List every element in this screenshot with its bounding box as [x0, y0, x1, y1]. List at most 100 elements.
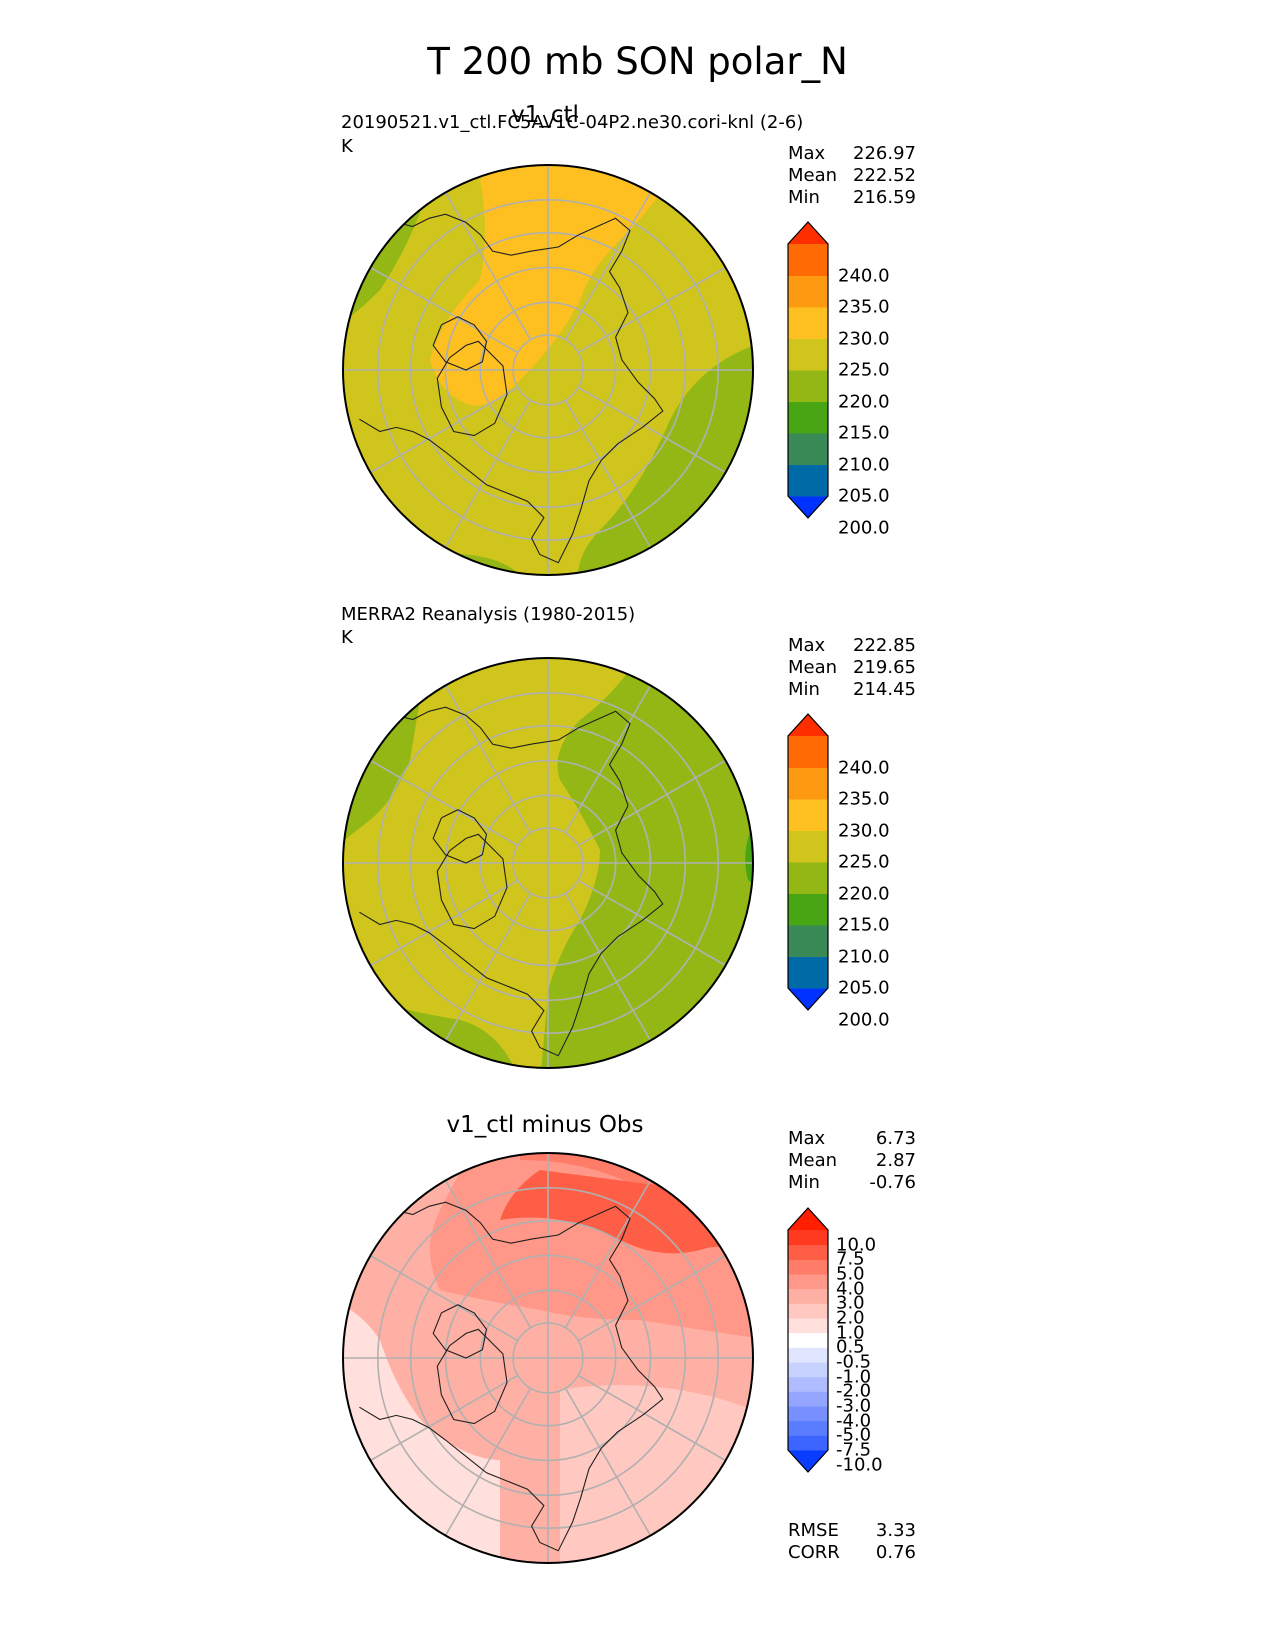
- colorbar-bin: [788, 338, 828, 371]
- colorbar-bin: [788, 401, 828, 434]
- map-fill-215-220: [540, 658, 753, 1068]
- colorbar-extend-low: [788, 496, 828, 518]
- panel3-colorbar: [787, 1207, 829, 1473]
- colorbar-bin: [788, 244, 828, 276]
- panel2-map: [343, 658, 753, 1068]
- map-boundary: [342, 1152, 754, 1564]
- colorbar-tick-label: 200.0: [838, 1009, 890, 1030]
- meridian-line: [564, 1387, 652, 1536]
- colorbar-bin: [788, 1420, 828, 1436]
- colorbar-bin: [788, 1347, 828, 1363]
- panel2-left-label: MERRA2 Reanalysis (1980-2015): [341, 604, 636, 625]
- colorbar-tick-label: 7.5: [836, 1248, 865, 1270]
- coastline-archipelago: [432, 809, 488, 864]
- colorbar-outline: [787, 221, 829, 519]
- colorbar-tick-label: -2.0: [836, 1380, 872, 1402]
- coastline: [359, 706, 664, 1057]
- colorbar-bin: [788, 1391, 828, 1407]
- colorbar-tick-label: 210.0: [838, 454, 890, 475]
- panel2-stats: Max 222.85 Mean 219.65 Min 214.45: [788, 635, 916, 700]
- panel2-units: K: [341, 627, 353, 648]
- panel1-title: v1_ctl: [511, 102, 579, 128]
- colorbar-bin: [788, 830, 828, 863]
- colorbar-bin: [788, 767, 828, 800]
- panel2-colorbar: [787, 713, 829, 1011]
- colorbar-tick-label: 220.0: [838, 391, 890, 412]
- colorbar-tick-label: 1.0: [836, 1322, 865, 1344]
- colorbar-extend-low: [788, 1450, 828, 1472]
- colorbar-tick-label: -1.0: [836, 1366, 872, 1388]
- colorbar-bin: [788, 1362, 828, 1378]
- panel3-metrics: RMSE 3.33 CORR 0.76: [788, 1520, 916, 1563]
- map-boundary: [342, 164, 754, 576]
- colorbar-bin: [788, 370, 828, 402]
- panel3-overlay: [342, 1152, 754, 1564]
- meridian-line: [370, 386, 519, 474]
- meridian-line: [577, 386, 726, 474]
- coastline: [359, 1201, 664, 1552]
- meridian-line: [564, 192, 652, 341]
- panel3-title: v1_ctl minus Obs: [446, 1112, 644, 1138]
- panel1-units: K: [341, 136, 353, 157]
- colorbar-extend-high: [788, 222, 828, 244]
- colorbar-bin: [788, 799, 828, 831]
- colorbar-tick-label: 205.0: [838, 977, 890, 999]
- colorbar-bin: [788, 433, 828, 465]
- colorbar-tick-label: 240.0: [838, 265, 890, 286]
- colorbar-tick-label: 210.0: [838, 946, 890, 967]
- meridian-line: [564, 399, 652, 548]
- meridian-line: [577, 1254, 726, 1342]
- meridian-line: [444, 192, 532, 341]
- colorbar-tick-label: 5.0: [836, 1263, 865, 1285]
- colorbar-tick-label: 205.0: [838, 485, 890, 507]
- meridian-line: [564, 892, 652, 1041]
- meridian-line: [444, 399, 532, 548]
- meridian-line: [577, 879, 726, 967]
- colorbar-tick-label: 235.0: [838, 296, 890, 318]
- panel3-map: [343, 1153, 753, 1563]
- meridian-line: [444, 1387, 532, 1536]
- colorbar-extend-high: [788, 1208, 828, 1230]
- colorbar-tick-label: 230.0: [838, 820, 890, 841]
- colorbar-bin: [788, 1230, 828, 1246]
- colorbar-outline: [787, 1207, 829, 1473]
- map-boundary: [342, 657, 754, 1069]
- colorbar-tick-label: 215.0: [838, 422, 890, 444]
- colorbar-bin: [788, 1303, 828, 1319]
- colorbar-tick-label: 230.0: [838, 328, 890, 349]
- panel1-colorbar: [787, 221, 829, 519]
- coastline: [359, 213, 664, 564]
- colorbar-tick-label: -3.0: [836, 1395, 872, 1417]
- colorbar-bin: [788, 1376, 828, 1392]
- meridian-line: [577, 759, 726, 847]
- colorbar-bin: [788, 1406, 828, 1422]
- colorbar-tick-label: -5.0: [836, 1424, 872, 1446]
- colorbar-tick-label: -10.0: [836, 1454, 883, 1476]
- colorbar-bin: [788, 1244, 828, 1260]
- colorbar-tick-label: -4.0: [836, 1410, 872, 1432]
- colorbar-bin: [788, 862, 828, 894]
- meridian-line: [370, 266, 519, 354]
- meridian-line: [444, 892, 532, 1041]
- colorbar-extend-high: [788, 714, 828, 736]
- colorbar-bin: [788, 1288, 828, 1304]
- colorbar-extend-low: [788, 988, 828, 1010]
- colorbar-tick-label: 0.5: [836, 1336, 865, 1358]
- meridian-line: [564, 1180, 652, 1329]
- colorbar-tick-label: 235.0: [838, 788, 890, 810]
- figure-title: T 200 mb SON polar_N: [427, 40, 848, 83]
- colorbar-bin: [788, 925, 828, 957]
- panel1-overlay: [342, 164, 754, 576]
- meridian-line: [444, 685, 532, 834]
- colorbar-bin: [788, 1259, 828, 1275]
- colorbar-tick-label: 225.0: [838, 359, 890, 381]
- colorbar-bin: [788, 1332, 828, 1348]
- colorbar-bin: [788, 275, 828, 308]
- colorbar-tick-label: 4.0: [836, 1278, 865, 1300]
- coastline-greenland: [436, 833, 508, 930]
- coastline-greenland: [436, 1328, 508, 1425]
- coastline-archipelago: [432, 1304, 488, 1359]
- colorbar-outline: [787, 713, 829, 1011]
- meridian-line: [564, 685, 652, 834]
- panel2-overlay: [342, 657, 754, 1069]
